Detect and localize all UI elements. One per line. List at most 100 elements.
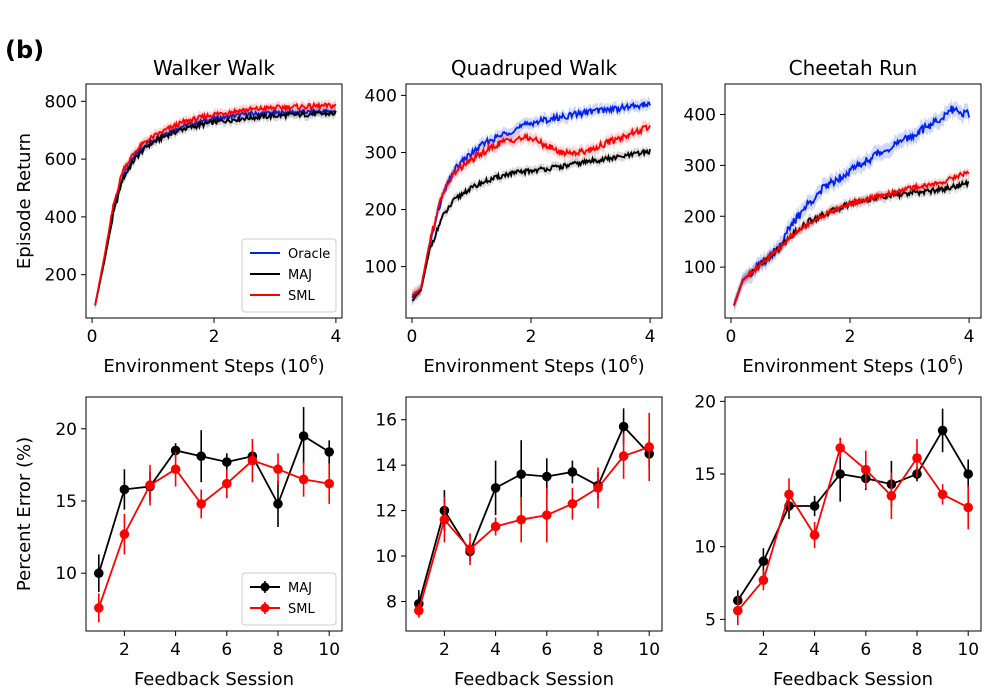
point-maj xyxy=(567,467,578,477)
point-maj xyxy=(119,484,130,495)
point-sml xyxy=(542,510,552,520)
x-axis-exponent: 6 xyxy=(310,353,318,367)
y-tick-label: 10 xyxy=(375,547,397,567)
y-tick-label: 800 xyxy=(45,92,77,112)
x-axis-unit: (10 xyxy=(913,356,949,377)
point-sml xyxy=(758,575,769,585)
point-sml xyxy=(937,489,948,500)
y-tick-label: 400 xyxy=(365,86,397,106)
legend-label-sml: SML xyxy=(288,602,315,617)
point-sml xyxy=(912,453,922,463)
line-maj xyxy=(417,424,650,604)
axes-frame xyxy=(405,83,663,319)
band-maj xyxy=(733,176,970,311)
point-sml xyxy=(567,498,578,509)
x-axis-label: Environment Steps (106) xyxy=(103,353,324,377)
chart-quadruped_err: 2 4 6 8 10 8 10 12 14 16 Feedback Session xyxy=(375,396,663,690)
x-axis-label: Environment Steps (106) xyxy=(423,353,644,377)
x-tick-label: 4 xyxy=(964,327,975,347)
x-tick-label: 10 xyxy=(638,640,660,660)
x-tick-label: 8 xyxy=(273,640,284,660)
x-tick-label: 6 xyxy=(860,640,871,660)
point-sml xyxy=(784,489,794,500)
x-tick-label: 10 xyxy=(318,640,340,660)
point-maj xyxy=(542,471,552,482)
legend-box xyxy=(241,238,337,313)
x-tick-label: 2 xyxy=(526,327,537,347)
point-maj xyxy=(809,501,820,511)
x-tick-label: 4 xyxy=(809,640,820,660)
x-axis-label: Feedback Session xyxy=(454,669,614,690)
y-tick-label: 200 xyxy=(365,201,397,221)
x-tick-label: 6 xyxy=(541,640,552,660)
y-tick-label: 12 xyxy=(375,502,397,522)
x-tick-label: 10 xyxy=(957,640,979,660)
legend-label-maj: MAJ xyxy=(288,581,312,596)
line-oracle xyxy=(411,101,651,299)
x-tick-label: 6 xyxy=(221,640,232,660)
point-sml xyxy=(145,480,155,490)
x-axis-unit-close: ) xyxy=(957,356,964,377)
line-sml xyxy=(737,446,969,612)
y-tick-label: 20 xyxy=(55,420,77,440)
band-maj xyxy=(411,144,651,306)
point-sml xyxy=(490,521,501,532)
point-sml xyxy=(516,514,526,525)
point-sml xyxy=(861,464,871,475)
point-sml xyxy=(618,451,629,461)
x-tick-label: 2 xyxy=(439,640,450,660)
chart-walker_err: 2 4 6 8 10 10 15 20 Feedback Session Percent Erro… xyxy=(14,396,343,690)
y-tick-label: 100 xyxy=(684,258,716,278)
legend-marker xyxy=(260,603,270,613)
x-tick-label: 4 xyxy=(330,327,341,347)
line-maj xyxy=(737,428,969,601)
y-tick-label: 200 xyxy=(684,207,716,227)
band-oracle xyxy=(411,96,651,304)
x-tick-label: 2 xyxy=(845,327,856,347)
x-axis-unit: (10 xyxy=(594,356,630,377)
point-maj xyxy=(490,483,501,493)
axes-frame xyxy=(724,83,982,319)
x-axis-unit: (10 xyxy=(274,356,310,377)
line-sml xyxy=(411,124,651,297)
plot-area xyxy=(414,408,654,618)
point-maj xyxy=(618,421,629,432)
point-maj xyxy=(298,431,309,441)
point-sml xyxy=(247,455,258,466)
x-axis-exponent: 6 xyxy=(949,353,957,367)
point-maj xyxy=(516,469,526,480)
line-maj xyxy=(94,108,337,306)
point-sml xyxy=(298,474,309,485)
x-tick-label: 0 xyxy=(87,327,98,347)
point-sml xyxy=(94,603,104,613)
legend-marker xyxy=(260,582,270,592)
legend: Oracle MAJ SML xyxy=(241,238,337,313)
line-sml xyxy=(94,101,337,306)
panel-label: (b) xyxy=(5,36,44,64)
plot-area xyxy=(733,98,970,314)
point-sml xyxy=(439,514,450,525)
y-axis-label: Percent Error (%) xyxy=(14,437,35,591)
point-sml xyxy=(273,464,283,475)
line-sml xyxy=(417,446,650,611)
point-sml xyxy=(644,442,654,452)
band-oracle xyxy=(733,98,970,314)
chart-cheetah: 0 2 4 100 200 300 400 Cheetah Run Environment St… xyxy=(684,56,982,377)
point-sml xyxy=(222,478,232,489)
legend-label-maj: MAJ xyxy=(288,268,312,283)
y-tick-label: 10 xyxy=(55,564,77,584)
point-sml xyxy=(170,464,181,475)
x-tick-label: 4 xyxy=(645,327,656,347)
x-axis-unit-close: ) xyxy=(638,356,645,377)
point-sml xyxy=(835,443,845,453)
x-tick-label: 0 xyxy=(726,327,737,347)
y-tick-label: 100 xyxy=(365,258,397,278)
plot-area xyxy=(411,96,651,306)
point-sml xyxy=(324,478,335,489)
chart-walker: 0 2 4 200 400 600 800 Walker Walk Environment St… xyxy=(14,56,343,377)
point-maj xyxy=(324,447,335,457)
x-tick-label: 2 xyxy=(209,327,220,347)
x-tick-label: 4 xyxy=(170,640,181,660)
plot-area xyxy=(733,408,973,626)
line-sml xyxy=(97,459,330,609)
